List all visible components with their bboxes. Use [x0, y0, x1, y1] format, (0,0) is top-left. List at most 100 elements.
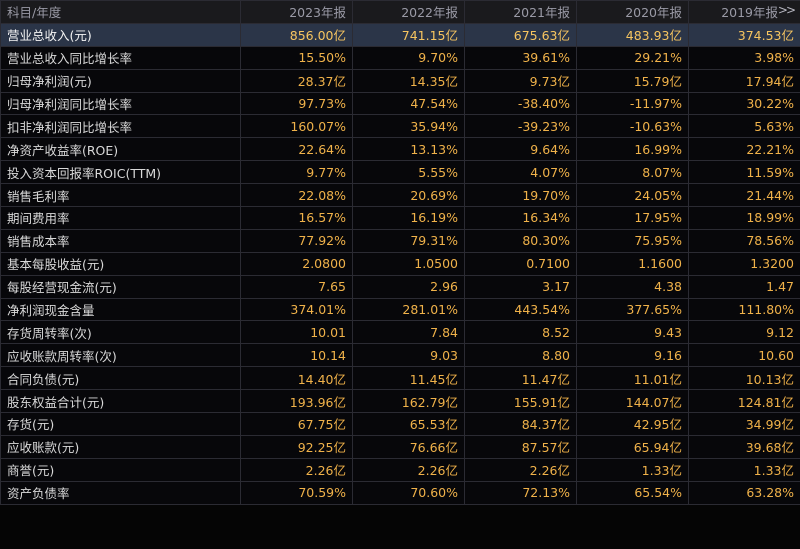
row-label: 资产负债率	[0, 480, 241, 505]
cell-value: 144.07亿	[576, 389, 689, 414]
cell-value: 70.60%	[352, 480, 465, 505]
cell-value: 5.63%	[688, 114, 800, 139]
table-row[interactable]: 营业总收入(元) 856.00亿 741.15亿 675.63亿 483.93亿 374.…	[0, 22, 800, 47]
financial-indicators-table: 科目/年度 2023年报 2022年报 2021年报 2020年报 2019年报…	[0, 0, 800, 505]
cell-value: 856.00亿	[240, 22, 353, 47]
row-label: 期间费用率	[0, 206, 241, 230]
cell-value: 1.0500	[352, 251, 465, 276]
table-row[interactable]: 每股经营现金流(元) 7.65 2.96 3.17 4.38 1.47	[0, 274, 800, 299]
table-row[interactable]: 营业总收入同比增长率 15.50% 9.70% 39.61% 29.21% 3.98%	[0, 45, 800, 70]
cell-value: 78.56%	[688, 228, 800, 253]
cell-value: 281.01%	[352, 297, 465, 322]
header-year-2020[interactable]: 2020年报	[576, 0, 689, 24]
cell-value: 2.26亿	[464, 457, 577, 482]
header-year-2021[interactable]: 2021年报	[464, 0, 577, 24]
cell-value: 16.19%	[352, 206, 465, 230]
cell-value: 483.93亿	[576, 22, 689, 47]
table-row[interactable]: 销售成本率 77.92% 79.31% 80.30% 75.95% 78.56%	[0, 228, 800, 253]
cell-value: 75.95%	[576, 228, 689, 253]
row-label: 营业总收入(元)	[0, 22, 241, 47]
row-label: 存货周转率(次)	[0, 320, 241, 345]
cell-value: 2.26亿	[240, 457, 353, 482]
table-row[interactable]: 应收账款(元) 92.25亿 76.66亿 87.57亿 65.94亿 39.68亿	[0, 434, 800, 459]
cell-value: 9.43	[576, 320, 689, 345]
table-row[interactable]: 合同负债(元) 14.40亿 11.45亿 11.47亿 11.01亿 10.13亿	[0, 366, 800, 391]
cell-value: 4.07%	[464, 160, 577, 185]
table-row[interactable]: 商誉(元) 2.26亿 2.26亿 2.26亿 1.33亿 1.33亿	[0, 457, 800, 482]
cell-value: 443.54%	[464, 297, 577, 322]
row-label: 扣非净利润同比增长率	[0, 114, 241, 139]
table-row[interactable]: 归母净利润同比增长率 97.73% 47.54% -38.40% -11.97% 30.2…	[0, 91, 800, 116]
cell-value: 5.55%	[352, 160, 465, 185]
table-row[interactable]: 归母净利润(元) 28.37亿 14.35亿 9.73亿 15.79亿 17.94亿	[0, 68, 800, 93]
cell-value: 92.25亿	[240, 434, 353, 459]
cell-value: 1.3200	[688, 251, 800, 276]
row-label: 股东权益合计(元)	[0, 389, 241, 414]
cell-value: 377.65%	[576, 297, 689, 322]
cell-value: 79.31%	[352, 228, 465, 253]
cell-value: 84.37亿	[464, 412, 577, 436]
cell-value: 17.95%	[576, 206, 689, 230]
row-label: 应收账款(元)	[0, 434, 241, 459]
cell-value: 67.75亿	[240, 412, 353, 436]
cell-value: 11.45亿	[352, 366, 465, 391]
cell-value: 9.77%	[240, 160, 353, 185]
row-label: 商誉(元)	[0, 457, 241, 482]
table-row[interactable]: 存货(元) 67.75亿 65.53亿 84.37亿 42.95亿 34.99亿	[0, 412, 800, 436]
table-row[interactable]: 扣非净利润同比增长率 160.07% 35.94% -39.23% -10.63% 5.6…	[0, 114, 800, 139]
cell-value: 2.96	[352, 274, 465, 299]
row-label: 营业总收入同比增长率	[0, 45, 241, 70]
table-row[interactable]: 销售毛利率 22.08% 20.69% 19.70% 24.05% 21.44%	[0, 183, 800, 208]
cell-value: 70.59%	[240, 480, 353, 505]
cell-value: 47.54%	[352, 91, 465, 116]
cell-value: 741.15亿	[352, 22, 465, 47]
cell-value: 162.79亿	[352, 389, 465, 414]
table-row[interactable]: 基本每股收益(元) 2.0800 1.0500 0.7100 1.1600 1.3200	[0, 251, 800, 276]
cell-value: 2.26亿	[352, 457, 465, 482]
row-label: 归母净利润(元)	[0, 68, 241, 93]
cell-value: 9.70%	[352, 45, 465, 70]
row-label: 净资产收益率(ROE)	[0, 137, 241, 162]
cell-value: 11.01亿	[576, 366, 689, 391]
cell-value: 21.44%	[688, 183, 800, 208]
row-label: 净利润现金含量	[0, 297, 241, 322]
cell-value: 155.91亿	[464, 389, 577, 414]
cell-value: 8.07%	[576, 160, 689, 185]
cell-value: 22.08%	[240, 183, 353, 208]
cell-value: 35.94%	[352, 114, 465, 139]
cell-value: 16.99%	[576, 137, 689, 162]
cell-value: 1.1600	[576, 251, 689, 276]
table-row[interactable]: 净资产收益率(ROE) 22.64% 13.13% 9.64% 16.99% 22.21%	[0, 137, 800, 162]
cell-value: 1.33亿	[688, 457, 800, 482]
cell-value: 10.01	[240, 320, 353, 345]
cell-value: 97.73%	[240, 91, 353, 116]
cell-value: 1.47	[688, 274, 800, 299]
cell-value: 72.13%	[464, 480, 577, 505]
cell-value: 0.7100	[464, 251, 577, 276]
header-year-2022[interactable]: 2022年报	[352, 0, 465, 24]
row-label: 合同负债(元)	[0, 366, 241, 391]
cell-value: -10.63%	[576, 114, 689, 139]
table-row[interactable]: 期间费用率 16.57% 16.19% 16.34% 17.95% 18.99%	[0, 206, 800, 230]
cell-value: 124.81亿	[688, 389, 800, 414]
cell-value: 3.98%	[688, 45, 800, 70]
table-row[interactable]: 投入资本回报率ROIC(TTM) 9.77% 5.55% 4.07% 8.07% 11.5…	[0, 160, 800, 185]
table-row[interactable]: 净利润现金含量 374.01% 281.01% 443.54% 377.65% 111.8…	[0, 297, 800, 322]
double-chevron-right-icon[interactable]: >>	[777, 3, 796, 17]
cell-value: 10.60	[688, 343, 800, 368]
cell-value: 9.03	[352, 343, 465, 368]
table-row[interactable]: 股东权益合计(元) 193.96亿 162.79亿 155.91亿 144.07亿 124…	[0, 389, 800, 414]
table-row[interactable]: 应收账款周转率(次) 10.14 9.03 8.80 9.16 10.60	[0, 343, 800, 368]
row-label: 应收账款周转率(次)	[0, 343, 241, 368]
row-label: 基本每股收益(元)	[0, 251, 241, 276]
cell-value: 9.64%	[464, 137, 577, 162]
cell-value: 9.12	[688, 320, 800, 345]
header-year-2023[interactable]: 2023年报	[240, 0, 353, 24]
table-row[interactable]: 资产负债率 70.59% 70.60% 72.13% 65.54% 63.28%	[0, 480, 800, 505]
table-row[interactable]: 存货周转率(次) 10.01 7.84 8.52 9.43 9.12	[0, 320, 800, 345]
cell-value: 24.05%	[576, 183, 689, 208]
cell-value: 374.53亿	[688, 22, 800, 47]
cell-value: 65.54%	[576, 480, 689, 505]
header-year-2019[interactable]: 2019年报 >>	[688, 0, 800, 24]
cell-value: 29.21%	[576, 45, 689, 70]
